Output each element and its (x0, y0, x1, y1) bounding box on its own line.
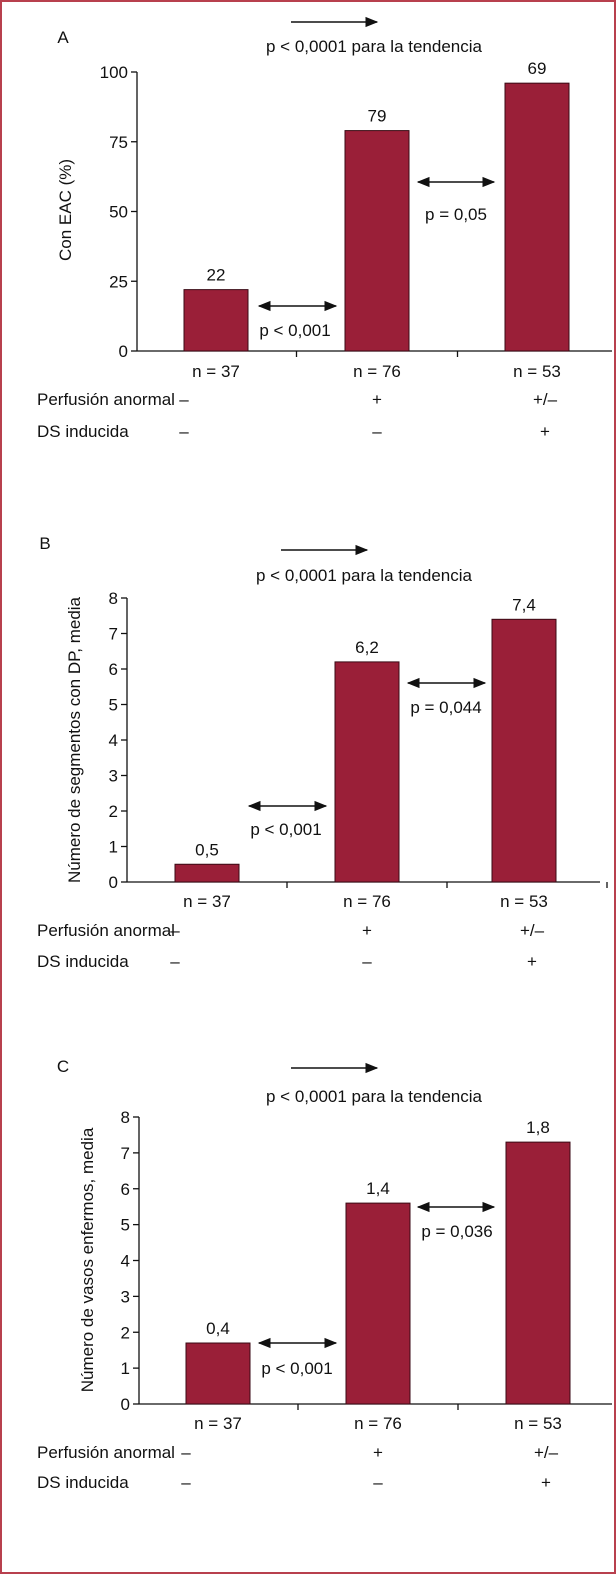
ds-value: – (373, 1473, 383, 1492)
category-label: n = 53 (514, 1414, 562, 1433)
bar (491, 618, 557, 883)
ds-value: – (179, 422, 189, 441)
bar-value-label: 22 (207, 266, 226, 285)
y-tick-label: 25 (109, 272, 128, 291)
ds-value: + (541, 1473, 551, 1492)
comparison-label: p = 0,044 (410, 698, 481, 717)
perfusion-row-label: Perfusión anormal (37, 921, 175, 940)
y-tick-label: 1 (121, 1359, 130, 1378)
perfusion-value: + (373, 1443, 383, 1462)
y-tick-label: 5 (109, 696, 118, 715)
panel-letter: C (57, 1057, 69, 1076)
y-tick-label: 3 (109, 767, 118, 786)
y-tick-label: 4 (109, 731, 118, 750)
bar (174, 863, 240, 883)
bar-value-label: 0,5 (195, 840, 219, 859)
trend-label: p < 0,0001 para la tendencia (266, 37, 483, 56)
panel-letter: B (39, 534, 50, 553)
y-tick-label: 0 (121, 1395, 130, 1414)
bar-value-label: 1,4 (366, 1179, 390, 1198)
y-axis-label: Número de vasos enfermos, media (78, 1127, 97, 1392)
y-tick-label: 6 (109, 660, 118, 679)
perfusion-value: +/– (520, 921, 545, 940)
y-tick-label: 50 (109, 203, 128, 222)
perfusion-value: – (170, 921, 180, 940)
y-tick-label: 7 (109, 625, 118, 644)
category-label: n = 53 (500, 892, 548, 911)
ds-value: + (540, 422, 550, 441)
comparison-label: p = 0,036 (421, 1222, 492, 1241)
y-tick-label: 2 (121, 1323, 130, 1342)
ds-value: – (181, 1473, 191, 1492)
bar (345, 1202, 411, 1405)
category-label: n = 37 (183, 892, 231, 911)
y-axis-label: Con EAC (%) (56, 159, 75, 261)
y-tick-label: 100 (100, 63, 128, 82)
category-label: n = 76 (353, 362, 401, 381)
perfusion-value: +/– (533, 390, 558, 409)
trend-label: p < 0,0001 para la tendencia (266, 1087, 483, 1106)
perfusion-row-label: Perfusión anormal (37, 390, 175, 409)
panel-b: Bp < 0,0001 para la tendencia Número de s… (37, 534, 608, 971)
bar (185, 1342, 251, 1405)
y-tick-label: 3 (121, 1287, 130, 1306)
panel-c: Cp < 0,0001 para la tendencia Número de v… (37, 1057, 612, 1492)
category-label: n = 37 (192, 362, 240, 381)
perfusion-row-label: Perfusión anormal (37, 1443, 175, 1462)
ds-row-label: DS inducida (37, 1473, 129, 1492)
ds-value: – (170, 952, 180, 971)
trend-label: p < 0,0001 para la tendencia (256, 566, 473, 585)
perfusion-value: +/– (534, 1443, 559, 1462)
ds-row-label: DS inducida (37, 422, 129, 441)
y-tick-label: 0 (119, 342, 128, 361)
bar (504, 82, 570, 352)
bar-value-label: 0,4 (206, 1319, 230, 1338)
comparison-label: p = 0,05 (425, 205, 487, 224)
bar (344, 130, 410, 352)
y-tick-label: 75 (109, 133, 128, 152)
y-tick-label: 6 (121, 1180, 130, 1199)
perfusion-value: + (372, 390, 382, 409)
ds-value: + (527, 952, 537, 971)
bar (505, 1141, 571, 1405)
bar-value-label: 6,2 (355, 638, 379, 657)
bar-value-label: 69 (528, 59, 547, 78)
perfusion-value: – (179, 390, 189, 409)
bar (183, 289, 249, 352)
panel-letter: A (57, 28, 69, 47)
category-label: n = 76 (343, 892, 391, 911)
y-tick-label: 5 (121, 1216, 130, 1235)
y-axis-label: Número de segmentos con DP, media (65, 596, 84, 883)
y-tick-label: 8 (109, 589, 118, 608)
bar (334, 661, 400, 883)
bar-value-label: 79 (368, 107, 387, 126)
bar-value-label: 7,4 (512, 595, 536, 614)
category-label: n = 53 (513, 362, 561, 381)
ds-row-label: DS inducida (37, 952, 129, 971)
comparison-label: p < 0,001 (261, 1359, 332, 1378)
perfusion-value: – (181, 1443, 191, 1462)
category-label: n = 76 (354, 1414, 402, 1433)
comparison-label: p < 0,001 (250, 820, 321, 839)
perfusion-value: + (362, 921, 372, 940)
ds-value: – (362, 952, 372, 971)
y-tick-label: 1 (109, 838, 118, 857)
bar-value-label: 1,8 (526, 1118, 550, 1137)
y-tick-label: 8 (121, 1108, 130, 1127)
y-tick-label: 7 (121, 1144, 130, 1163)
y-tick-label: 4 (121, 1252, 130, 1271)
y-tick-label: 0 (109, 873, 118, 892)
comparison-label: p < 0,001 (259, 321, 330, 340)
ds-value: – (372, 422, 382, 441)
y-tick-label: 2 (109, 802, 118, 821)
category-label: n = 37 (194, 1414, 242, 1433)
